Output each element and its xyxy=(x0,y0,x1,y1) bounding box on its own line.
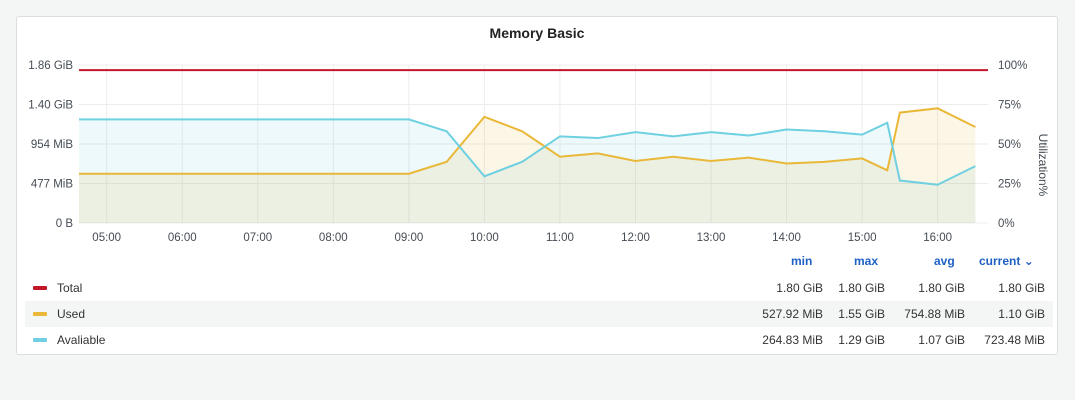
legend-avg: 754.88 MiB xyxy=(904,307,965,321)
x-tick-label: 05:00 xyxy=(92,232,121,244)
x-tick-label: 12:00 xyxy=(621,232,650,244)
y-tick-label: 1.40 GiB xyxy=(28,100,73,112)
y-tick-label: 1.86 GiB xyxy=(28,60,73,72)
legend-max: 1.29 GiB xyxy=(838,333,885,347)
legend-avg: 1.80 GiB xyxy=(918,281,965,295)
memory-basic-panel: Memory Basic 1.86 GiB 1.40 GiB 954 MiB 477 … xyxy=(16,16,1058,355)
x-axis-ticks: 05:00 06:00 07:00 08:00 09:00 10:00 11:00 12:00… xyxy=(92,232,952,244)
legend-min: 527.92 MiB xyxy=(762,307,823,321)
legend-header-max[interactable]: max xyxy=(854,254,879,268)
legend-swatch-total xyxy=(33,286,47,290)
y-axis-ticks: 1.86 GiB 1.40 GiB 954 MiB 477 MiB 0 B xyxy=(28,60,73,230)
y2-tick-label: 75% xyxy=(998,100,1021,112)
y2-axis-ticks: 100% 75% 50% 25% 0% xyxy=(998,60,1027,230)
series-line-avaliable xyxy=(79,118,976,186)
chevron-down-icon: ⌄ xyxy=(1023,254,1034,268)
series-area-used xyxy=(79,108,976,223)
legend-header-current-label: current xyxy=(979,254,1021,268)
x-tick-label: 08:00 xyxy=(319,232,348,244)
memory-chart[interactable]: 1.86 GiB 1.40 GiB 954 MiB 477 MiB 0 B 100% 75… xyxy=(17,17,1059,249)
legend-row-total[interactable]: Total 1.80 GiB 1.80 GiB 1.80 GiB 1.80 Gi… xyxy=(25,275,1053,301)
y2-tick-label: 0% xyxy=(998,218,1015,230)
legend-min: 264.83 MiB xyxy=(762,333,823,347)
series-area-avaliable xyxy=(79,119,976,223)
legend-current: 1.10 GiB xyxy=(998,307,1045,321)
legend-current: 723.48 MiB xyxy=(984,333,1045,347)
x-tick-label: 13:00 xyxy=(697,232,726,244)
chart-series xyxy=(79,69,988,223)
x-tick-label: 09:00 xyxy=(394,232,423,244)
legend-header-current[interactable]: current ⌄ xyxy=(979,254,1034,268)
x-tick-label: 16:00 xyxy=(923,232,952,244)
legend-header: min max avg current ⌄ xyxy=(25,249,1053,275)
x-tick-label: 10:00 xyxy=(470,232,499,244)
y2-tick-label: 100% xyxy=(998,60,1027,72)
x-tick-label: 15:00 xyxy=(848,232,877,244)
chart-grid xyxy=(79,64,988,224)
legend-max: 1.55 GiB xyxy=(838,307,885,321)
x-tick-label: 07:00 xyxy=(243,232,272,244)
legend-name[interactable]: Avaliable xyxy=(57,333,106,347)
y-tick-label: 954 MiB xyxy=(31,139,74,151)
y2-axis-label: Utilization% xyxy=(1036,134,1050,197)
legend-header-min[interactable]: min xyxy=(791,254,813,268)
legend-swatch-available xyxy=(33,338,47,342)
legend: min max avg current ⌄ Total 1.80 GiB 1.8… xyxy=(25,249,1053,353)
series-line-used xyxy=(79,107,976,175)
legend-avg: 1.07 GiB xyxy=(918,333,965,347)
panel-title[interactable]: Memory Basic xyxy=(489,25,585,41)
legend-name[interactable]: Used xyxy=(57,307,86,321)
legend-row-available[interactable]: Avaliable 264.83 MiB 1.29 GiB 1.07 GiB 7… xyxy=(25,327,1053,353)
legend-min: 1.80 GiB xyxy=(776,281,823,295)
y2-tick-label: 25% xyxy=(998,179,1021,191)
legend-current: 1.80 GiB xyxy=(998,281,1045,295)
y-tick-label: 477 MiB xyxy=(31,179,74,191)
y2-tick-label: 50% xyxy=(998,139,1021,151)
y-tick-label: 0 B xyxy=(56,218,74,230)
legend-row-used[interactable]: Used 527.92 MiB 1.55 GiB 754.88 MiB 1.10… xyxy=(25,301,1053,327)
x-tick-label: 11:00 xyxy=(546,232,574,244)
legend-max: 1.80 GiB xyxy=(838,281,885,295)
x-tick-label: 06:00 xyxy=(168,232,197,244)
x-tick-label: 14:00 xyxy=(772,232,801,244)
legend-name[interactable]: Total xyxy=(57,281,83,295)
legend-header-avg[interactable]: avg xyxy=(934,254,955,268)
legend-swatch-used xyxy=(33,312,47,316)
